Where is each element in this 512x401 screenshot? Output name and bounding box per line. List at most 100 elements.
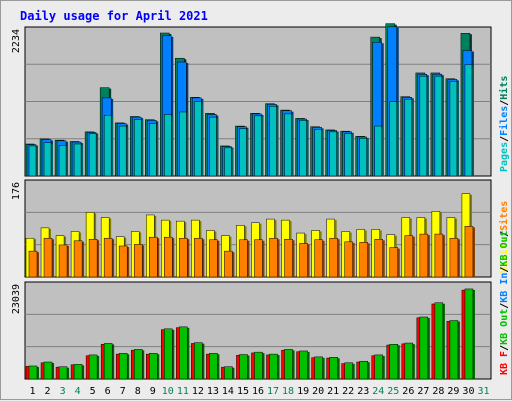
legend-entry: / xyxy=(499,303,510,309)
bar-pages xyxy=(344,133,352,177)
bar-kb-out xyxy=(434,302,444,380)
bar-kb-out xyxy=(179,326,188,380)
bar-kb-out xyxy=(209,353,218,380)
legend-entry: KB F xyxy=(499,351,510,375)
bar-kb-out xyxy=(404,342,414,380)
bar-sites xyxy=(329,237,338,278)
bar-sites xyxy=(179,237,188,278)
x-tick-label: 14 xyxy=(222,386,234,397)
x-tick-label: 4 xyxy=(75,386,81,397)
bar-pages xyxy=(239,128,247,177)
bar-pages xyxy=(164,114,172,177)
bar-pages xyxy=(374,125,382,177)
x-tick-label: 24 xyxy=(372,386,384,397)
bar-pages xyxy=(299,120,307,177)
bar-sites xyxy=(374,239,383,278)
bar-sites xyxy=(389,247,399,278)
bar-kb-out xyxy=(299,350,308,380)
bar-pages xyxy=(404,98,413,177)
bar-sites xyxy=(284,239,293,278)
x-tick-label: 21 xyxy=(327,386,339,397)
bar-sites xyxy=(419,233,429,278)
bar-kb-out xyxy=(329,357,338,380)
bar-kb-out xyxy=(284,349,293,380)
legend-entry: Files xyxy=(498,106,510,136)
bar-kb-out xyxy=(419,316,429,380)
x-tick-label: 2 xyxy=(45,386,51,397)
x-tick-label: 31 xyxy=(477,386,489,397)
bar-kb-out xyxy=(88,354,98,380)
legend-entry: / xyxy=(499,100,510,106)
bar-pages xyxy=(389,101,398,177)
bar-kb-out xyxy=(103,343,113,380)
bar-sites xyxy=(149,236,158,278)
bar-sites xyxy=(359,242,368,278)
bar-pages xyxy=(194,101,202,177)
bar-kb-out xyxy=(224,366,233,380)
bar-kb-out xyxy=(344,362,353,380)
legend-entry: / xyxy=(499,267,510,273)
bar-pages xyxy=(179,111,187,177)
legend-entry: Pages xyxy=(499,142,510,172)
y-max-label: 23039 xyxy=(11,284,22,314)
bar-sites xyxy=(73,240,83,278)
x-tick-label: 22 xyxy=(342,386,354,397)
bar-sites xyxy=(118,245,128,278)
bar-kb-out xyxy=(239,354,248,380)
x-tick-label: 28 xyxy=(432,386,444,397)
bar-kb-out xyxy=(359,360,368,380)
x-tick-label: 5 xyxy=(90,386,96,397)
bar-kb-out xyxy=(73,364,83,380)
bar-kb-out xyxy=(254,351,263,380)
bar-pages xyxy=(449,81,458,177)
x-tick-label: 15 xyxy=(237,386,249,397)
x-tick-label: 12 xyxy=(192,386,204,397)
bar-kb-out xyxy=(28,365,38,380)
x-tick-label: 7 xyxy=(120,386,126,397)
bar-sites xyxy=(194,237,203,278)
legend-entry: / xyxy=(499,136,510,142)
x-tick-label: 10 xyxy=(162,386,174,397)
x-tick-label: 1 xyxy=(30,386,36,397)
legend-entry: / xyxy=(499,231,510,237)
x-tick-label: 18 xyxy=(282,386,294,397)
x-axis-labels: 1 2 3 4 5 6 7 8 9 10 11 12 13 14 15 16 17 18 19 20 21 22 23 24 2… xyxy=(30,386,490,397)
bar-pages xyxy=(103,114,112,177)
bar-kb-out xyxy=(43,361,53,380)
bar-sites xyxy=(43,237,53,278)
x-tick-label: 16 xyxy=(252,386,264,397)
x-tick-label: 19 xyxy=(297,386,309,397)
bar-pages xyxy=(73,143,82,177)
bar-sites xyxy=(434,233,444,278)
x-tick-label: 23 xyxy=(357,386,369,397)
bar-sites xyxy=(239,239,248,278)
legend-entry: KB Out xyxy=(499,230,510,266)
bar-pages xyxy=(464,64,473,177)
chart-title: Daily usage for April 2021 xyxy=(20,9,208,23)
bar-pages xyxy=(58,145,67,177)
bar-sites xyxy=(133,244,143,278)
bar-pages xyxy=(209,116,217,177)
bar-kb-out xyxy=(118,353,128,380)
legend-entry: KB In xyxy=(499,273,510,303)
bar-sites xyxy=(209,239,218,278)
x-tick-label: 20 xyxy=(312,386,324,397)
bar-pages xyxy=(88,133,97,177)
bar-pages xyxy=(28,145,37,177)
bar-kb-out xyxy=(449,320,459,380)
bar-pages xyxy=(254,115,262,177)
x-tick-label: 30 xyxy=(462,386,474,397)
bar-sites xyxy=(224,250,233,278)
bar-kb-out xyxy=(464,288,474,380)
bar-pages xyxy=(118,125,127,177)
bar-kb-out xyxy=(164,328,173,380)
x-tick-label: 9 xyxy=(150,386,156,397)
bar-sites xyxy=(314,239,323,278)
y-max-label: 2234 xyxy=(11,29,22,53)
legend-entry: Sites xyxy=(498,201,510,231)
legend-entry: / xyxy=(499,345,510,351)
